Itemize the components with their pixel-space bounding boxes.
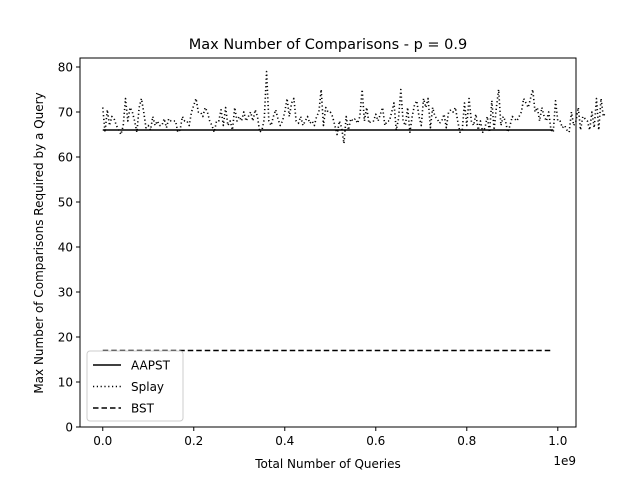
y-tick-label: 20 — [58, 330, 73, 344]
x-tick-label: 0.8 — [457, 434, 476, 448]
axes-frame — [79, 57, 577, 428]
y-tick-label: 50 — [58, 195, 73, 209]
y-tick-label: 0 — [65, 420, 73, 434]
legend-frame — [86, 350, 184, 422]
legend: AAPST Splay BST — [86, 350, 184, 422]
x-tick-label: 1.0 — [548, 434, 567, 448]
y-tick-label: 80 — [58, 60, 73, 74]
x-axis-offset-label: 1e9 — [553, 454, 576, 468]
x-tick-label: 0.0 — [93, 434, 112, 448]
x-tick-label: 0.6 — [366, 434, 385, 448]
x-axis-label: Total Number of Queries — [254, 457, 401, 471]
y-tick-label: 70 — [58, 105, 73, 119]
y-tick-label: 10 — [58, 375, 73, 389]
chart-title: Max Number of Comparisons - p = 0.9 — [189, 37, 467, 53]
y-tick-label: 40 — [58, 240, 73, 254]
legend-label-bst: BST — [131, 401, 155, 415]
legend-label-splay: Splay — [131, 380, 164, 394]
y-axis-label: Max Number of Comparisons Required by a … — [32, 92, 46, 393]
plot-area — [101, 70, 607, 352]
y-tick-label: 30 — [58, 285, 73, 299]
legend-label-aapst: AAPST — [131, 358, 171, 372]
x-axis-ticks: 0.0 0.2 0.4 0.6 0.8 1.0 — [93, 427, 567, 448]
x-tick-label: 0.2 — [184, 434, 203, 448]
y-tick-label: 60 — [58, 150, 73, 164]
y-axis-ticks: 0 10 20 30 40 50 60 70 80 — [58, 60, 80, 434]
x-tick-label: 0.4 — [275, 434, 294, 448]
